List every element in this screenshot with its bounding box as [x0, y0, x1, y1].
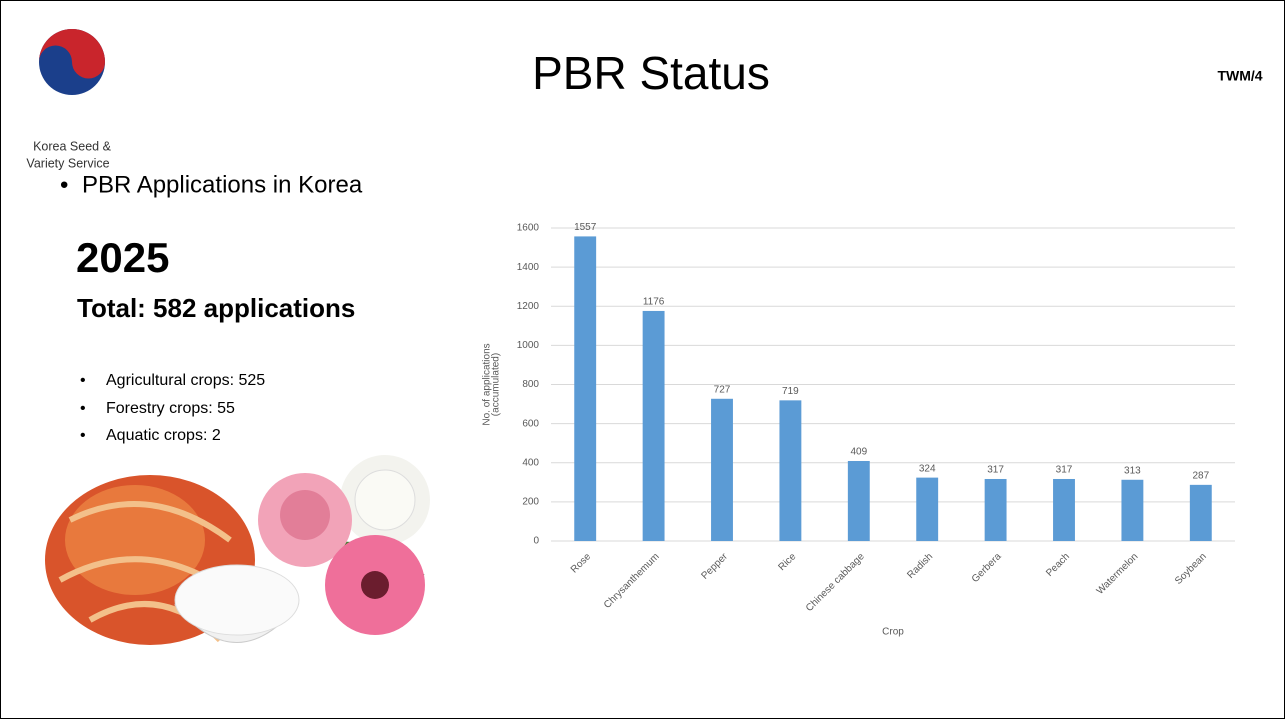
logo	[39, 29, 105, 95]
data-label: 313	[1124, 465, 1141, 476]
logo-text: Variety Service	[26, 156, 109, 170]
data-label: 1176	[643, 297, 665, 308]
bar	[574, 236, 596, 541]
bullet-dot: •	[80, 427, 86, 444]
y-tick-label: 400	[522, 457, 539, 468]
bullet-dot: •	[80, 400, 86, 417]
bar	[1053, 479, 1075, 541]
data-label: 324	[919, 463, 936, 474]
data-label: 317	[1056, 465, 1073, 476]
total: Total: 582 applications	[77, 293, 355, 323]
data-label: 727	[714, 384, 731, 395]
page-code: TWM/4	[1217, 68, 1262, 84]
y-axis-label: (accumulated)	[491, 353, 502, 416]
bullet-item: Forestry crops: 55	[106, 400, 235, 417]
bar	[916, 478, 938, 541]
bullet-dot: •	[60, 171, 68, 198]
data-label: 719	[782, 386, 799, 397]
data-label: 287	[1192, 470, 1209, 481]
bar	[848, 461, 870, 541]
y-tick-label: 0	[533, 536, 539, 547]
year: 2025	[76, 234, 169, 281]
y-tick-label: 1600	[517, 223, 540, 234]
data-label: 1557	[574, 222, 597, 233]
y-tick-label: 1400	[517, 262, 540, 273]
bullet-item: Aquatic crops: 2	[106, 427, 221, 444]
logo-text: Korea Seed &	[33, 139, 111, 153]
slide-title: PBR Status	[532, 47, 770, 99]
section-heading: PBR Applications in Korea	[82, 171, 363, 198]
bar	[1190, 485, 1212, 541]
bar	[1121, 480, 1143, 541]
y-tick-label: 600	[522, 418, 539, 429]
x-axis-label: Crop	[882, 627, 904, 638]
slide: Korea Seed & Variety Service PBR Status …	[0, 0, 1285, 719]
bar	[643, 311, 665, 541]
data-label: 317	[987, 465, 1004, 476]
y-tick-label: 1200	[517, 301, 540, 312]
bar	[985, 479, 1007, 541]
bar	[779, 400, 801, 541]
bullet-dot: •	[80, 372, 86, 389]
y-tick-label: 200	[522, 497, 539, 508]
y-tick-label: 1000	[517, 340, 540, 351]
data-label: 409	[850, 447, 867, 458]
bullet-item: Agricultural crops: 525	[106, 372, 265, 389]
bar	[711, 399, 733, 541]
y-tick-label: 800	[522, 379, 539, 390]
